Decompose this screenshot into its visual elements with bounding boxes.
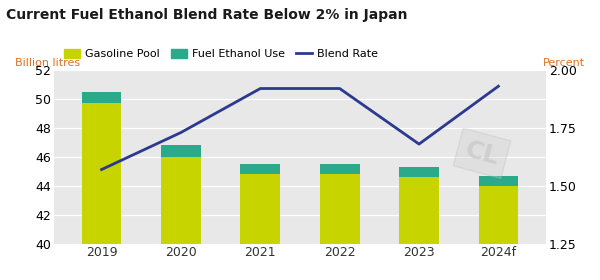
Bar: [241, 174, 280, 280]
Bar: [479, 186, 518, 280]
Bar: [399, 167, 439, 177]
Bar: [320, 164, 359, 174]
Bar: [82, 103, 121, 280]
Bar: [161, 145, 201, 157]
Text: CL: CL: [463, 137, 502, 169]
Bar: [241, 164, 280, 174]
Bar: [161, 157, 201, 280]
Bar: [82, 92, 121, 103]
Bar: [399, 177, 439, 280]
Legend: Gasoline Pool, Fuel Ethanol Use, Blend Rate: Gasoline Pool, Fuel Ethanol Use, Blend R…: [59, 44, 383, 64]
Bar: [479, 176, 518, 186]
Text: Current Fuel Ethanol Blend Rate Below 2% in Japan: Current Fuel Ethanol Blend Rate Below 2%…: [6, 8, 407, 22]
Text: Percent: Percent: [543, 58, 586, 68]
Bar: [320, 174, 359, 280]
Text: Billion litres: Billion litres: [14, 58, 80, 68]
